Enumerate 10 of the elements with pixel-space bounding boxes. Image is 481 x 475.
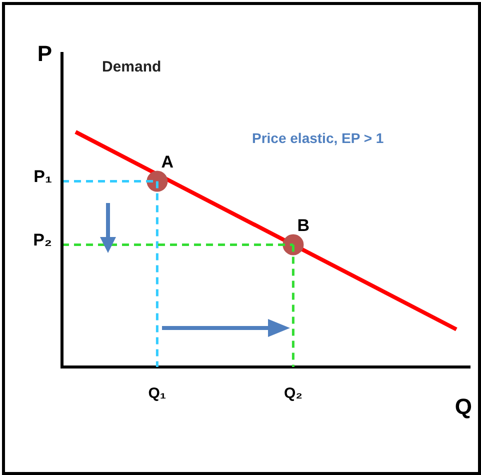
x-tick-label: Q₁	[148, 385, 166, 402]
ref-line-label: P₁	[34, 166, 52, 186]
annotation: Price elastic, EP > 1	[252, 130, 384, 146]
annotation: A	[161, 152, 174, 172]
y-axis-title: P	[37, 41, 52, 66]
x-tick-label: Q₂	[284, 385, 302, 402]
annotation: B	[297, 216, 310, 235]
text: Demand	[102, 58, 162, 76]
ref-line-label: P₂	[33, 230, 52, 250]
x-axis-title: Q	[454, 394, 472, 420]
